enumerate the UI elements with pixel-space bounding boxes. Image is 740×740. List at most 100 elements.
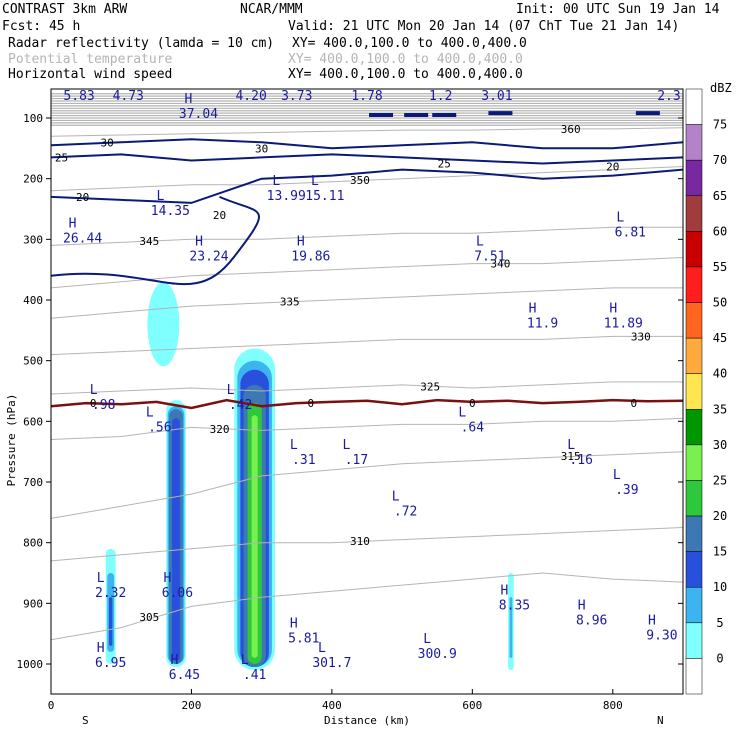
extremum-value: 4.73 [113,89,144,104]
colorbar-level-label: 70 [713,153,727,167]
extremum-letter: H [290,617,298,632]
extremum-letter: H [609,301,617,316]
extremum-annotation: L13.99 [267,174,306,204]
header-field-1-label: Radar reflectivity (lamda = 10 cm) [8,36,274,51]
extremum-value: 2.32 [95,586,126,601]
extremum-value: 19.86 [291,250,330,265]
extremum-annotation: L.16 [567,438,593,468]
extremum-annotation: H5.81 [288,617,319,647]
theta-contour-label: 325 [420,380,440,393]
colorbar-swatch [685,551,703,588]
y-axis-label: Pressure (hPa) [5,394,18,487]
theta-contour-325 [51,381,683,395]
theta-contour-330 [51,335,683,356]
header-field-2-label: Potential temperature [8,52,173,67]
extremum-letter: L [241,653,249,668]
header-init-time: Init: 00 UTC Sun 19 Jan 14 [516,2,720,17]
extremum-letter: L [227,383,235,398]
theta-contour-345 [51,226,683,246]
extremum-value: .41 [243,668,266,683]
extremum-annotation: L5.83 [63,89,94,104]
y-tick-label: 500 [23,355,43,368]
theta-contour-305 [51,572,683,641]
extremum-letter: H [185,92,193,107]
extremum-annotation: L.64 [458,406,484,436]
theta-contour-label: 340 [490,258,510,271]
extremum-letter: L [237,74,245,89]
extremum-value: 301.7 [312,656,351,671]
y-tick-label: 100 [23,112,43,125]
extremum-letter: H [69,216,77,231]
extremum-value: .98 [92,398,115,413]
colorbar-swatch [685,586,703,624]
extremum-letter: H [501,583,509,598]
extremum-value: 8.96 [576,614,607,629]
header-field-3-xy: XY= 400.0,100.0 to 400.0,400.0 [288,67,523,82]
x-axis: 0 200 400 600 800 [48,689,623,712]
extremum-value: 6.81 [615,225,646,240]
theta-contour-label: 320 [210,423,230,436]
y-tick-label: 300 [23,233,43,246]
extremum-value: .64 [461,421,485,436]
y-tick-label: 800 [23,537,43,550]
extremum-annotation: L.41 [241,653,267,683]
colorbar-swatch [685,124,703,161]
y-tick-label: 200 [23,173,43,186]
extremum-annotation: L2.32 [95,571,126,601]
extremum-value: 23.24 [189,250,228,265]
colorbar-unit: dBZ [710,81,732,95]
extremum-value: 6.45 [169,668,200,683]
colorbar-level-label: 10 [713,580,727,594]
colorbar-swatch [685,266,703,303]
zero-contour-line [51,398,683,410]
reflectivity-cell [172,418,180,661]
colorbar: 0 5 10 15 20 25 30 35 40 45 50 55 60 65 70 75 [685,88,727,695]
header-field-2-xy: XY= 400.0,100.0 to 400.0,400.0 [288,52,523,67]
extremum-letter: L [392,489,400,504]
colorbar-swatch [685,444,703,481]
extremum-annotation: L.17 [343,438,369,468]
colorbar-level-label: 45 [713,331,727,345]
extremum-value: 37.04 [179,107,218,122]
colorbar-level-label: 5 [716,616,723,630]
theta-contour-label: 310 [350,535,370,548]
extremum-annotation: L6.81 [615,210,646,240]
extremum-annotation: L15.11 [305,174,344,204]
extremum-annotation: H6.45 [169,653,200,683]
extremum-letter: H [529,301,537,316]
x-tick-label: 0 [48,699,55,712]
extremum-letter: L [616,210,624,225]
colorbar-level-label: 75 [713,118,727,132]
wind-contour-label: 30 [101,136,114,149]
extremum-value: 300.9 [418,647,457,662]
extremum-annotation: L3.73 [281,89,312,104]
extremum-annotation: L4.20 [235,74,266,104]
theta-contour-label: 330 [631,330,651,343]
colorbar-level-label: 65 [713,189,727,203]
extremum-value: .72 [394,504,417,519]
theta-contour-label: 335 [280,296,300,309]
extremum-value: .56 [148,421,171,436]
extremum-letter: L [458,406,466,421]
extremum-value: 15.11 [305,189,344,204]
x-tick-label: 400 [322,699,342,712]
plot-frame [50,88,684,695]
extremum-letter: L [90,383,98,398]
extremum-annotation: H37.04 [179,92,218,122]
colorbar-swatch [685,159,703,197]
extremum-letter: L [655,74,663,89]
wind-contour-30 [51,138,683,150]
colorbar-swatch [685,302,703,339]
extremum-value: .16 [569,453,592,468]
extremum-letter: H [97,641,105,656]
extremum-value: 26.44 [63,231,102,246]
reflectivity-cell [108,597,113,646]
theta-contour-label: 350 [350,174,370,187]
extremum-value: 11.89 [604,316,643,331]
extremum-annotation: L2.3 [655,74,680,104]
extremum-letter: H [578,599,586,614]
zero-contour-label: 0 [90,397,97,410]
